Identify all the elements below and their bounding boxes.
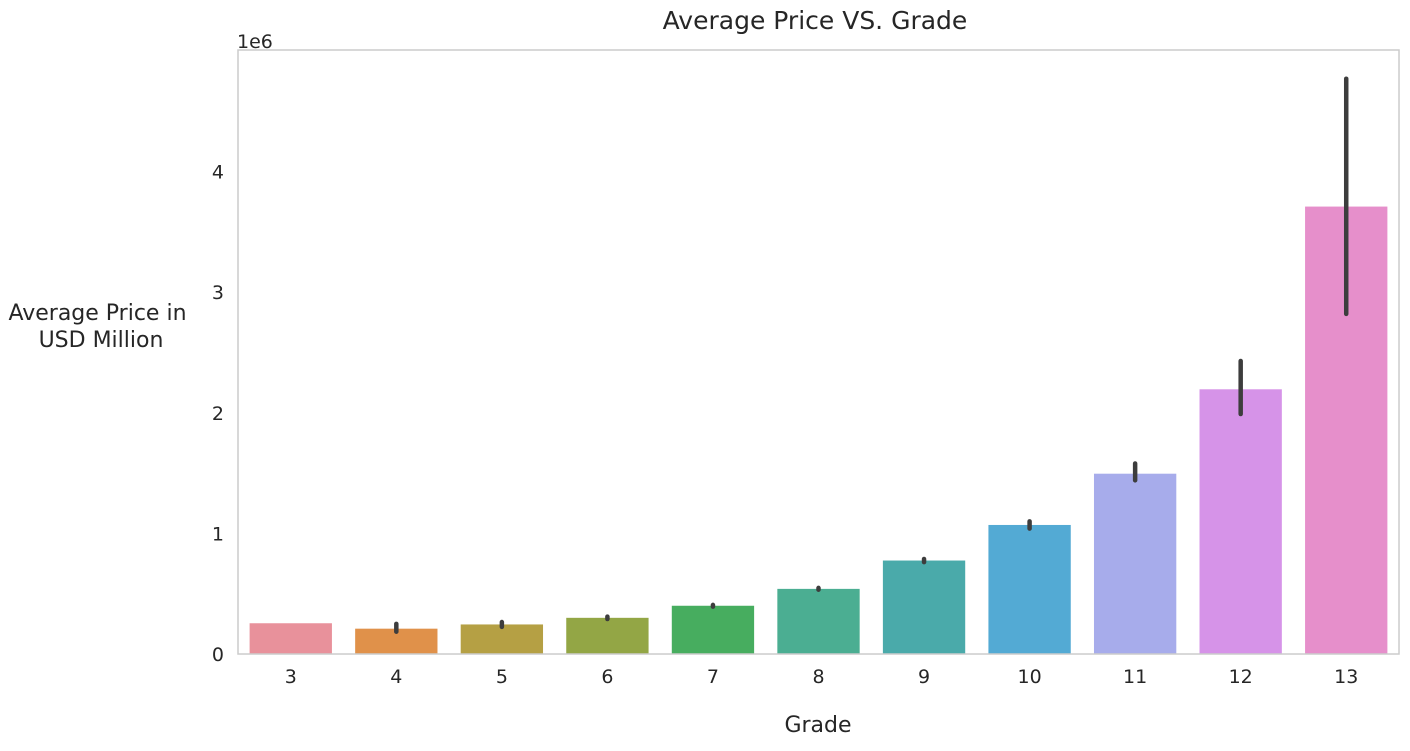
y-axis-label-line-1: Average Price in xyxy=(8,301,186,326)
y-tick-label-4: 4 xyxy=(212,162,224,184)
x-tick-label-13: 13 xyxy=(1334,666,1358,688)
bar-grade-12 xyxy=(1199,389,1282,654)
bar-grade-9 xyxy=(882,560,966,654)
y-tick-label-1: 1 xyxy=(212,523,224,545)
bar-grade-3 xyxy=(249,623,332,654)
bars-layer xyxy=(249,206,1388,654)
y-tick-label-2: 2 xyxy=(212,403,224,425)
y-axis-label: Average Price in USD Million xyxy=(8,301,193,353)
bar-grade-8 xyxy=(777,588,860,654)
x-tick-label-3: 3 xyxy=(285,666,297,688)
y-tick-label-3: 3 xyxy=(212,282,224,304)
x-axis-label: Grade xyxy=(784,713,851,738)
x-tick-label-10: 10 xyxy=(1017,666,1041,688)
bar-grade-10 xyxy=(988,524,1071,654)
chart-title: Average Price VS. Grade xyxy=(663,6,968,35)
y-axis-label-line-2: USD Million xyxy=(39,328,164,353)
y-offset-label: 1e6 xyxy=(237,31,273,53)
bar-grade-7 xyxy=(671,605,755,654)
bar-grade-5 xyxy=(460,624,544,654)
x-tick-label-6: 6 xyxy=(601,666,613,688)
x-tick-label-5: 5 xyxy=(496,666,508,688)
x-tick-label-7: 7 xyxy=(707,666,719,688)
error-bars-layer xyxy=(394,76,1349,634)
x-tick-label-12: 12 xyxy=(1229,666,1253,688)
bar-grade-6 xyxy=(566,617,649,654)
x-tick-label-4: 4 xyxy=(390,666,402,688)
bar-grade-11 xyxy=(1093,473,1177,654)
x-tick-label-11: 11 xyxy=(1123,666,1147,688)
plot-frame xyxy=(237,49,1400,655)
x-tick-label-8: 8 xyxy=(812,666,824,688)
x-tick-label-9: 9 xyxy=(918,666,930,688)
y-tick-label-0: 0 xyxy=(212,644,224,666)
